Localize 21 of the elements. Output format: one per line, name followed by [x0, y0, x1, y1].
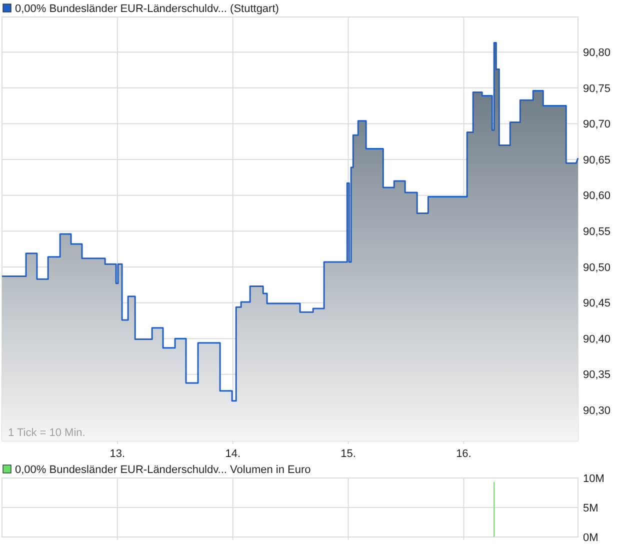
y-tick-label: 90,40 [583, 333, 611, 346]
x-tick-label: 15. [340, 448, 356, 460]
y-tick-label: 90,75 [583, 82, 611, 95]
y-tick-label: 90,50 [583, 262, 611, 274]
x-tick-label: 13. [110, 448, 126, 460]
y-tick-label: 90,65 [583, 154, 611, 166]
y-tick-label: 90,80 [583, 46, 611, 59]
y-tick-label: 90,55 [583, 226, 611, 238]
y-tick-label: 90,35 [583, 369, 611, 382]
y-tick-label: 5M [583, 502, 598, 514]
legend-label: 0,00% Bundesländer EUR-Länderschuldv... (Stuttgart) [15, 3, 279, 15]
y-tick-label: 90,30 [583, 405, 611, 418]
legend-label: 0,00% Bundesländer EUR-Länderschuldv... Volumen in Euro [15, 464, 311, 476]
x-tick-label: 16. [456, 448, 472, 460]
annotation: 1 Tick = 10 Min. [8, 427, 86, 439]
y-tick-label: 0M [583, 532, 598, 544]
y-tick-label: 90,45 [583, 298, 611, 310]
y-tick-label: 10M [583, 472, 604, 485]
y-tick-label: 90,70 [583, 118, 611, 131]
x-tick-label: 14. [225, 448, 241, 460]
y-tick-label: 90,60 [583, 190, 611, 202]
